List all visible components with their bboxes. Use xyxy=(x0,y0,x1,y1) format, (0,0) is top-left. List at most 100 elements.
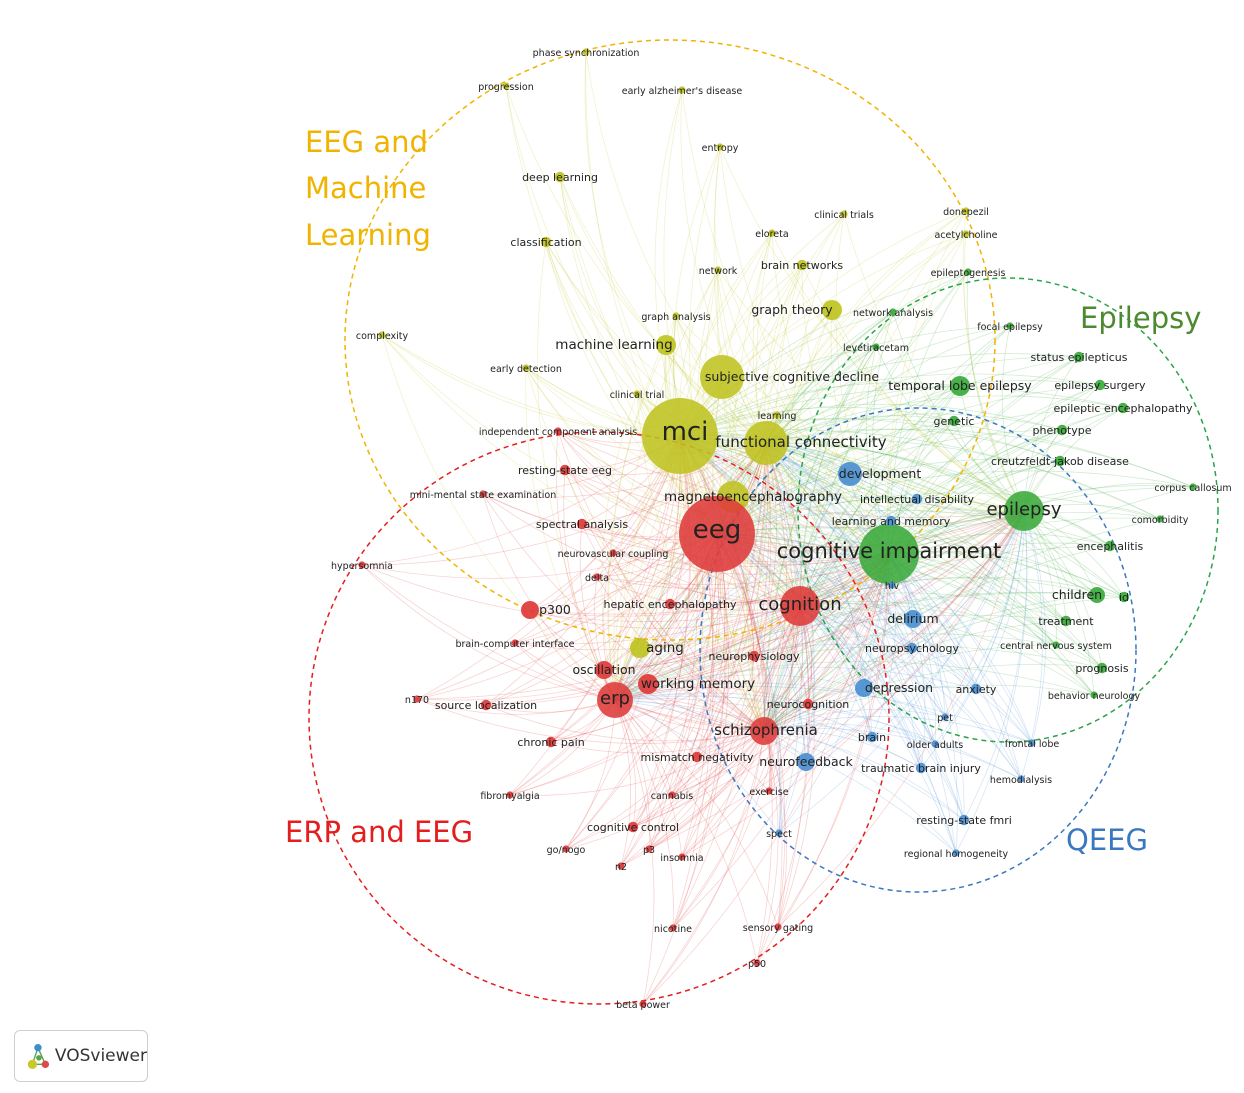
node-network-analysis[interactable] xyxy=(889,308,897,316)
node-development[interactable] xyxy=(838,462,862,486)
node-go-nogo[interactable] xyxy=(562,845,570,853)
node-spectral-analysis[interactable] xyxy=(576,518,588,530)
node-neurovascular-coupling[interactable] xyxy=(609,549,617,557)
node-clinical-trials[interactable] xyxy=(840,210,848,218)
node-neuropsychology[interactable] xyxy=(906,642,918,654)
node-functional-connectivity[interactable] xyxy=(744,421,788,465)
node-prognosis[interactable] xyxy=(1096,662,1108,674)
node-p300[interactable] xyxy=(521,601,539,619)
node-nicotine[interactable] xyxy=(669,924,677,932)
node-corpus-callosum[interactable] xyxy=(1189,483,1197,491)
node-cannabis[interactable] xyxy=(668,791,676,799)
node-exercise[interactable] xyxy=(765,787,773,795)
node-schizophrenia[interactable] xyxy=(750,717,778,745)
node-aging[interactable] xyxy=(630,638,650,658)
link-521 xyxy=(763,510,1025,732)
node-cognitive-impairment[interactable] xyxy=(859,524,919,584)
node-erp[interactable] xyxy=(597,682,633,718)
node-early-alzheimer-s-disease[interactable] xyxy=(678,86,686,94)
node-deep-learning[interactable] xyxy=(554,171,566,183)
node-comorbidity[interactable] xyxy=(1156,515,1164,523)
link-654 xyxy=(612,552,890,575)
node-children[interactable] xyxy=(1089,587,1105,603)
node-p50[interactable] xyxy=(753,959,761,967)
node-oscillation[interactable] xyxy=(595,661,613,679)
node-pet[interactable] xyxy=(941,713,949,721)
node-fibromyalgia[interactable] xyxy=(506,791,514,799)
node-traumatic-brain-injury[interactable] xyxy=(915,762,927,774)
node-hypersomnia[interactable] xyxy=(358,561,366,569)
node-epileptic-encephalopathy[interactable] xyxy=(1117,402,1129,414)
node-temporal-lobe-epilepsy[interactable] xyxy=(950,376,970,396)
node-epileptogenesis[interactable] xyxy=(964,268,972,276)
node-donepezil[interactable] xyxy=(962,207,970,215)
node-mci[interactable] xyxy=(642,398,718,474)
node-network[interactable] xyxy=(714,266,722,274)
node-cognitive-control[interactable] xyxy=(627,821,639,833)
node-working-memory[interactable] xyxy=(638,674,658,694)
node-id[interactable] xyxy=(1118,591,1130,603)
node-brain[interactable] xyxy=(866,731,878,743)
node-genetic[interactable] xyxy=(948,415,960,427)
node-resting-state-fmri[interactable] xyxy=(958,814,970,826)
node-frontal-lobe[interactable] xyxy=(1028,739,1036,747)
node-acetylcholine[interactable] xyxy=(962,230,970,238)
node-behavior-neurology[interactable] xyxy=(1090,691,1098,699)
node-clinical-trial[interactable] xyxy=(633,390,641,398)
node-hemodialysis[interactable] xyxy=(1017,775,1025,783)
node-neurofeedback[interactable] xyxy=(797,753,815,771)
node-delta[interactable] xyxy=(593,573,601,581)
node-neurophysiology[interactable] xyxy=(748,650,760,662)
node-brain-computer-interface[interactable] xyxy=(511,639,519,647)
node-insomnia[interactable] xyxy=(678,853,686,861)
node-central-nervous-system[interactable] xyxy=(1052,641,1060,649)
node-p3[interactable] xyxy=(645,845,653,853)
node-graph-theory[interactable] xyxy=(822,300,842,320)
node-independent-component-analysis[interactable] xyxy=(554,427,562,435)
node-phase-synchronization[interactable] xyxy=(582,48,590,56)
node-machine-learning[interactable] xyxy=(656,335,676,355)
node-encephalitis[interactable] xyxy=(1104,540,1116,552)
node-subjective-cognitive-decline[interactable] xyxy=(700,355,744,399)
node-source-localization[interactable] xyxy=(480,699,492,711)
node-neurocognition[interactable] xyxy=(802,698,814,710)
node-status-epilepticus[interactable] xyxy=(1073,351,1085,363)
node-classification[interactable] xyxy=(540,236,552,248)
node-hepatic-encephalopathy[interactable] xyxy=(664,598,676,610)
node-phenotype[interactable] xyxy=(1056,424,1068,436)
node-resting-state-eeg[interactable] xyxy=(559,464,571,476)
node-mini-mental-state-examination[interactable] xyxy=(479,490,487,498)
node-hiv[interactable] xyxy=(888,581,896,589)
node-chronic-pain[interactable] xyxy=(545,736,557,748)
node-early-detection[interactable] xyxy=(522,364,530,372)
node-sensory-gating[interactable] xyxy=(774,923,782,931)
node-focal-epilepsy[interactable] xyxy=(1006,322,1014,330)
node-delirium[interactable] xyxy=(904,610,922,628)
node-entropy[interactable] xyxy=(716,143,724,151)
node-epilepsy[interactable] xyxy=(1004,491,1044,531)
node-regional-homogeneity[interactable] xyxy=(952,849,960,857)
node-anxiety[interactable] xyxy=(970,683,982,695)
node-progression[interactable] xyxy=(502,82,510,90)
node-learning-and-memory[interactable] xyxy=(885,515,897,527)
node-treatment[interactable] xyxy=(1060,615,1072,627)
node-intellectual-disability[interactable] xyxy=(911,493,923,505)
node-levetiracetam[interactable] xyxy=(872,343,880,351)
node-cognition[interactable] xyxy=(780,586,820,626)
node-spect[interactable] xyxy=(775,829,783,837)
node-eeg[interactable] xyxy=(679,496,755,572)
link-637 xyxy=(801,264,890,555)
node-epilepsy-surgery[interactable] xyxy=(1094,379,1106,391)
node-learning[interactable] xyxy=(773,411,781,419)
node-eloreta[interactable] xyxy=(768,229,776,237)
node-n2[interactable] xyxy=(617,862,625,870)
node-brain-networks[interactable] xyxy=(796,259,808,271)
node-creutzfeldt-jakob-disease[interactable] xyxy=(1054,455,1066,467)
node-older-adults[interactable] xyxy=(931,740,939,748)
node-complexity[interactable] xyxy=(378,331,386,339)
node-mismatch-negativity[interactable] xyxy=(691,751,703,763)
node-graph-analysis[interactable] xyxy=(672,312,680,320)
node-depression[interactable] xyxy=(855,679,873,697)
node-n170[interactable] xyxy=(413,695,421,703)
node-beta-power[interactable] xyxy=(639,1000,647,1008)
